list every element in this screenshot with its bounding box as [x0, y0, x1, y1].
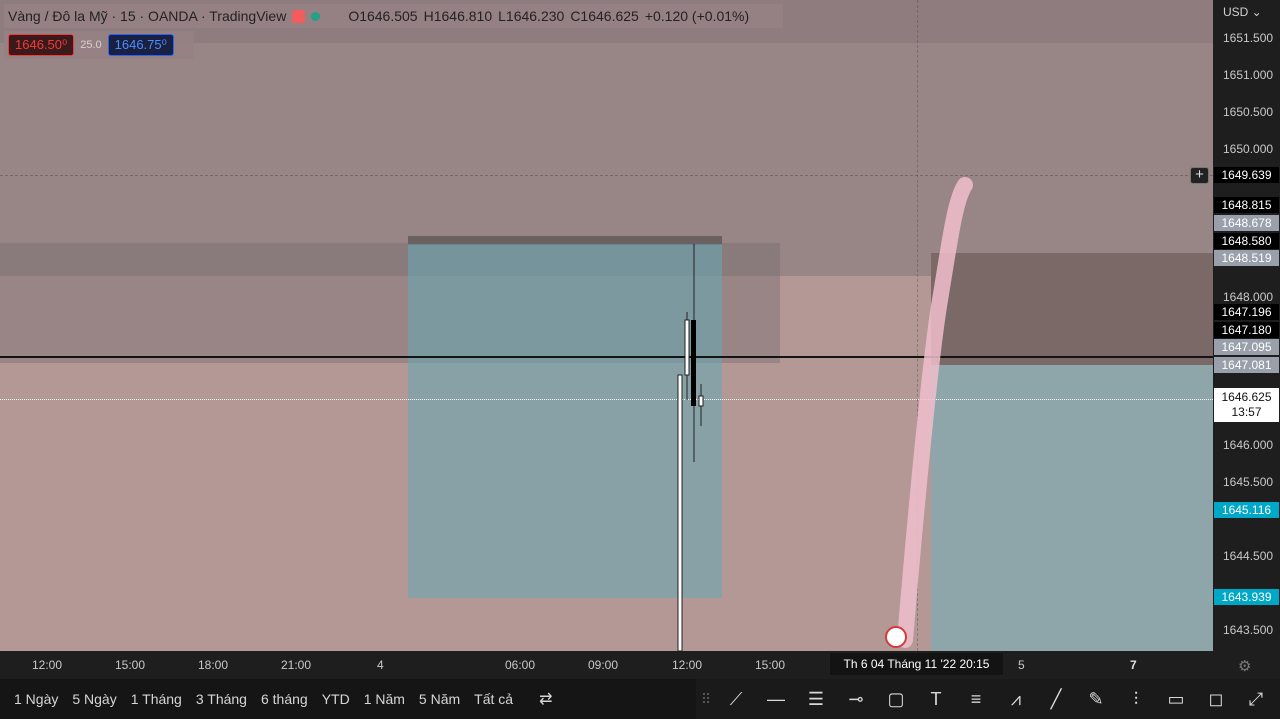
position-target-box[interactable]: [408, 244, 722, 598]
range-all[interactable]: Tất cả: [474, 691, 514, 707]
pattern-icon[interactable]: ⩘: [1010, 688, 1022, 709]
rectangle-icon[interactable]: ▢: [887, 688, 905, 709]
position-stop-band[interactable]: [408, 236, 722, 245]
price-tag: 1648.678: [1214, 215, 1279, 231]
range-5d[interactable]: 5 Ngày: [72, 691, 117, 707]
range-5y[interactable]: 5 Năm: [418, 691, 461, 707]
time-tick: 09:00: [588, 658, 619, 672]
price-tick: 1648.000: [1223, 290, 1274, 304]
price-tick: 1646.000: [1223, 438, 1274, 452]
market-closed-icon: [292, 9, 306, 23]
comment-icon[interactable]: ◻: [1208, 688, 1224, 709]
last-price-line: [0, 399, 1213, 400]
price-tick: 1650.000: [1223, 142, 1274, 156]
price-tag: 1647.095: [1214, 339, 1279, 355]
time-tick: 06:00: [505, 658, 536, 672]
symbol-title[interactable]: Vàng / Đô la Mỹ · 15 · OANDA · TradingVi…: [8, 8, 287, 24]
price-tick: 1644.500: [1223, 549, 1274, 563]
price-tick: 1651.500: [1223, 31, 1274, 45]
spread-value: 25.0: [80, 39, 102, 51]
horizontal-ray-icon[interactable]: ⊸: [848, 688, 864, 709]
price-tag: 1648.519: [1214, 250, 1279, 266]
ohlc-high: H1646.810: [423, 8, 493, 24]
horizontal-line-icon[interactable]: —: [767, 688, 785, 709]
last-price-value: 1646.625: [1221, 390, 1272, 404]
right-supply-rectangle[interactable]: [931, 253, 1213, 365]
brush-icon[interactable]: ✎: [1088, 688, 1104, 709]
text-icon[interactable]: T: [930, 688, 942, 709]
trend-line-icon[interactable]: ╱: [1050, 688, 1062, 709]
range-1d[interactable]: 1 Ngày: [14, 691, 59, 707]
price-tag: 1643.939: [1214, 589, 1279, 605]
status-dot-icon: [311, 11, 321, 21]
brush-stroke: [897, 177, 973, 648]
range-1y[interactable]: 1 Năm: [363, 691, 405, 707]
time-tick: 12:00: [32, 658, 63, 672]
price-axis[interactable]: USD ⌄ 1651.500 1651.000 1650.500 1650.00…: [1213, 0, 1280, 651]
candles-layer: [677, 177, 973, 651]
price-tag: 1647.081: [1214, 357, 1279, 373]
us-flag-event-icon[interactable]: [885, 626, 907, 648]
price-tick: 1650.500: [1223, 105, 1274, 119]
range-3m[interactable]: 3 Tháng: [195, 691, 247, 707]
range-6m[interactable]: 6 tháng: [260, 691, 308, 707]
range-1m[interactable]: 1 Tháng: [130, 691, 182, 707]
upper-zone: [0, 0, 1213, 276]
callout-icon[interactable]: ▭: [1167, 688, 1185, 709]
parallel-channel-icon[interactable]: ☰: [807, 688, 825, 709]
price-tag: 1647.196: [1214, 304, 1279, 320]
drag-handle-icon[interactable]: ⠿: [700, 690, 712, 707]
price-tick: 1651.000: [1223, 68, 1274, 82]
buy-button[interactable]: 1646.75⁰: [107, 34, 174, 56]
crosshair-price-tag: 1649.639: [1214, 167, 1279, 183]
time-tick: 15:00: [755, 658, 786, 672]
price-tick: 1645.500: [1223, 475, 1274, 489]
crosshair-time-tag: Th 6 04 Tháng 11 '22 20:15: [830, 653, 1003, 675]
candle-up: [677, 374, 683, 651]
candle-up: [684, 319, 690, 376]
crosshair-horizontal: [0, 175, 1213, 176]
ohlc-low: L1646.230: [498, 8, 565, 24]
time-tick: 18:00: [198, 658, 229, 672]
path-icon[interactable]: ⤢: [1248, 688, 1264, 709]
price-tag: 1648.815: [1214, 197, 1279, 213]
fib-icon[interactable]: ≡: [970, 688, 982, 709]
sell-button[interactable]: 1646.50⁰: [8, 34, 75, 56]
price-tag: 1648.580: [1214, 233, 1279, 249]
time-tick: 15:00: [115, 658, 146, 672]
price-tick: 1643.500: [1223, 623, 1274, 637]
chart-pane[interactable]: Vàng / Đô la Mỹ · 15 · OANDA · TradingVi…: [0, 0, 1213, 651]
quote-buttons: 1646.50⁰ 25.0 1646.75⁰: [4, 31, 194, 59]
time-tick: 5: [1018, 658, 1025, 672]
crosshair-vertical: [917, 0, 918, 651]
drawing-toolbar: ⠿ ⟋ — ☰ ⊸ ▢ T ≡ ⩘ ╱ ✎ ⫶ ▭ ◻ ⤢: [696, 679, 1280, 719]
last-price-tag: 1646.625 13:57: [1214, 388, 1279, 422]
add-alert-icon[interactable]: +: [1190, 167, 1209, 184]
price-tag: 1647.180: [1214, 322, 1279, 338]
compare-icon[interactable]: ⇄: [539, 691, 553, 708]
time-axis[interactable]: 12:00 15:00 18:00 21:00 4 06:00 09:00 12…: [0, 651, 1280, 679]
ohlc-close: C1646.625: [570, 8, 639, 24]
ohlc-change: +0.120 (+0.01%): [644, 8, 750, 24]
bar-countdown: 13:57: [1231, 405, 1262, 419]
ohlc-open: O1646.505: [348, 8, 418, 24]
currency-selector[interactable]: USD ⌄: [1223, 5, 1262, 19]
gear-icon[interactable]: ⚙: [1238, 658, 1252, 675]
range-ytd[interactable]: YTD: [321, 691, 350, 707]
time-tick: 4: [377, 658, 384, 672]
time-tick: 21:00: [281, 658, 312, 672]
right-target-box[interactable]: [931, 365, 1213, 651]
symbol-legend: Vàng / Đô la Mỹ · 15 · OANDA · TradingVi…: [4, 4, 783, 28]
price-tag: 1645.116: [1214, 502, 1279, 518]
time-tick: 7: [1130, 658, 1137, 672]
time-tick: 12:00: [672, 658, 703, 672]
long-position-icon[interactable]: ⫶: [1133, 688, 1139, 709]
candle-down: [691, 320, 696, 406]
horizontal-level-line[interactable]: [0, 356, 1213, 358]
cursor-icon[interactable]: ⟋: [729, 688, 743, 709]
candle-up: [698, 395, 704, 407]
